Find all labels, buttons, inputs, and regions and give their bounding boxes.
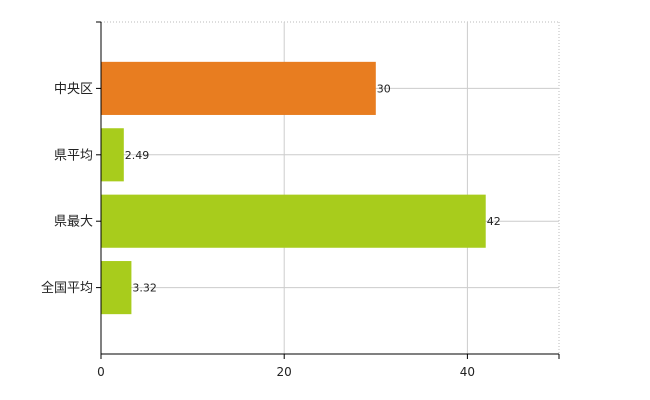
category-label: 全国平均: [41, 280, 93, 296]
data-label: 3.32: [132, 282, 157, 295]
axis-layer: [96, 21, 560, 359]
category-label: 中央区: [54, 82, 93, 97]
category-label: 県最大: [54, 215, 93, 230]
x-tick-label: 20: [277, 365, 292, 379]
bar: [101, 61, 376, 115]
labels-layer: 30 中央区 2.49 県平均 42 県最大 3.32 全国平均 0 20 40: [41, 82, 501, 379]
bar: [101, 194, 486, 248]
data-label: 42: [487, 215, 501, 228]
bar: [101, 128, 124, 182]
category-label: 県平均: [54, 148, 93, 163]
data-label: 2.49: [125, 149, 150, 162]
x-tick-label: 0: [97, 365, 105, 379]
data-label: 30: [377, 82, 391, 95]
bar: [101, 261, 132, 315]
bars-layer: [101, 61, 486, 315]
x-tick-label: 40: [460, 365, 475, 379]
